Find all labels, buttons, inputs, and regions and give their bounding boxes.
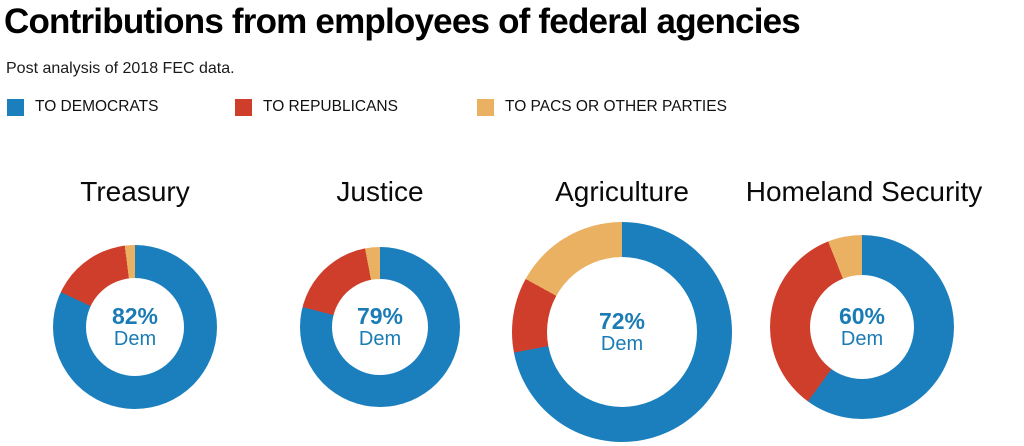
justice-center-label: 79% Dem — [332, 279, 428, 375]
donut-title-homeland-security: Homeland Security — [745, 176, 983, 207]
legend-item-democrats: TO DEMOCRATS — [7, 98, 158, 116]
treasury-center-label: 82% Dem — [86, 278, 184, 376]
homeland-security-center-label: 60% Dem — [810, 275, 914, 379]
homeland-security-dem-percent: 60% — [838, 302, 886, 329]
pacs-swatch-icon — [477, 98, 494, 116]
justice-dem-percent: 79% — [356, 302, 404, 329]
donut-title-justice: Justice — [336, 176, 424, 207]
homeland-security-donut-chart: 60% Dem — [770, 235, 954, 419]
donut-title-agriculture: Agriculture — [555, 176, 689, 207]
republicans-swatch-icon — [235, 98, 252, 116]
legend-label-republicans: TO REPUBLICANS — [263, 98, 398, 115]
agriculture-dem-caption: Dem — [600, 333, 644, 356]
democrats-swatch-icon — [7, 98, 24, 116]
treasury-donut-chart: 82% Dem — [53, 245, 217, 409]
agriculture-donut-chart: 72% Dem — [512, 222, 732, 442]
agriculture-dem-percent: 72% — [598, 307, 646, 334]
justice-dem-caption: Dem — [358, 328, 402, 351]
homeland-security-dem-caption: Dem — [840, 328, 884, 351]
legend-label-democrats: TO DEMOCRATS — [35, 98, 159, 115]
donut-title-treasury: Treasury — [80, 176, 190, 207]
treasury-dem-percent: 82% — [111, 302, 159, 329]
subtitle: Post analysis of 2018 FEC data. — [6, 60, 235, 77]
legend-item-republicans: TO REPUBLICANS — [235, 98, 398, 116]
legend-item-pacs: TO PACS OR OTHER PARTIES — [477, 98, 727, 116]
agriculture-center-label: 72% Dem — [547, 257, 697, 407]
justice-donut-chart: 79% Dem — [300, 247, 460, 407]
treasury-dem-caption: Dem — [113, 328, 157, 351]
page-title: Contributions from employees of federal … — [4, 2, 801, 41]
legend-label-pacs: TO PACS OR OTHER PARTIES — [505, 98, 727, 115]
